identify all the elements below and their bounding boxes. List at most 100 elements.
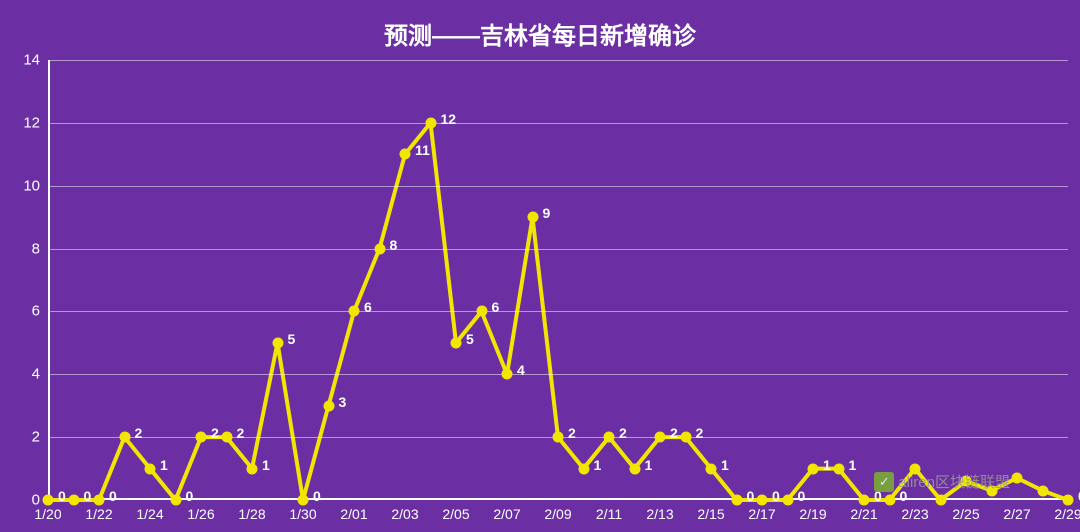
data-point-label: 2 [211, 425, 219, 441]
data-point [323, 400, 334, 411]
watermark: ✓ aliren区块链联盟 [874, 471, 1010, 492]
data-point [757, 495, 768, 506]
data-point [425, 117, 436, 128]
data-point-label: 3 [339, 394, 347, 410]
data-point [731, 495, 742, 506]
x-tick-label: 2/07 [493, 500, 520, 522]
data-point-label: 0 [772, 488, 780, 504]
data-point [349, 306, 360, 317]
x-tick-label: 2/03 [391, 500, 418, 522]
data-point [833, 463, 844, 474]
y-tick-label: 14 [23, 52, 48, 69]
data-point-label: 6 [492, 299, 500, 315]
gridline [48, 123, 1068, 124]
data-point-label: 2 [135, 425, 143, 441]
data-point [400, 149, 411, 160]
x-tick-label: 2/13 [646, 500, 673, 522]
data-point [655, 432, 666, 443]
data-point-label: 1 [262, 457, 270, 473]
gridline [48, 311, 1068, 312]
x-tick-label: 2/09 [544, 500, 571, 522]
data-point [170, 495, 181, 506]
data-point-label: 5 [288, 331, 296, 347]
data-point-label: 2 [568, 425, 576, 441]
data-point [884, 495, 895, 506]
gridline [48, 374, 1068, 375]
data-point [94, 495, 105, 506]
watermark-text: aliren区块链联盟 [898, 471, 1010, 492]
data-point [272, 337, 283, 348]
data-point [196, 432, 207, 443]
data-point [145, 463, 156, 474]
gridline [48, 249, 1068, 250]
data-point [935, 495, 946, 506]
data-point [374, 243, 385, 254]
x-tick-label: 1/24 [136, 500, 163, 522]
chart-title: 预测——吉林省每日新增确诊 [0, 16, 1080, 51]
data-point-label: 8 [390, 237, 398, 253]
data-point-label: 5 [466, 331, 474, 347]
data-point-label: 1 [721, 457, 729, 473]
y-tick-label: 4 [32, 366, 48, 383]
data-point [578, 463, 589, 474]
data-point [476, 306, 487, 317]
data-point [629, 463, 640, 474]
data-point-label: 0 [84, 488, 92, 504]
data-point [680, 432, 691, 443]
x-tick-label: 2/01 [340, 500, 367, 522]
wechat-icon: ✓ [874, 472, 894, 492]
data-point-label: 6 [364, 299, 372, 315]
data-point-label: 0 [798, 488, 806, 504]
data-point [1012, 473, 1023, 484]
data-point [43, 495, 54, 506]
data-point-label: 12 [441, 111, 457, 127]
data-point [502, 369, 513, 380]
data-point-label: 2 [670, 425, 678, 441]
x-tick-label: 2/15 [697, 500, 724, 522]
data-point [706, 463, 717, 474]
data-point-label: 9 [543, 205, 551, 221]
data-point-label: 4 [517, 362, 525, 378]
data-point [604, 432, 615, 443]
plot-area: 024681012141/201/221/241/261/281/302/012… [48, 60, 1068, 500]
data-point [782, 495, 793, 506]
y-tick-label: 12 [23, 114, 48, 131]
y-tick-label: 6 [32, 303, 48, 320]
gridline [48, 60, 1068, 61]
data-point [553, 432, 564, 443]
data-point-label: 1 [823, 457, 831, 473]
x-tick-label: 2/25 [952, 500, 979, 522]
data-point-label: 0 [58, 488, 66, 504]
data-point [451, 337, 462, 348]
data-point [1063, 495, 1074, 506]
x-tick-label: 2/11 [596, 500, 622, 522]
data-point [527, 212, 538, 223]
data-point [859, 495, 870, 506]
y-tick-label: 2 [32, 429, 48, 446]
data-point-label: 0 [186, 488, 194, 504]
x-tick-label: 2/27 [1003, 500, 1030, 522]
data-point [808, 463, 819, 474]
data-point-label: 1 [645, 457, 653, 473]
data-point-label: 1 [849, 457, 857, 473]
data-point-label: 1 [594, 457, 602, 473]
gridline [48, 186, 1068, 187]
data-point-label: 2 [619, 425, 627, 441]
x-tick-label: 2/05 [442, 500, 469, 522]
data-point [68, 495, 79, 506]
data-point-label: 0 [313, 488, 321, 504]
data-point-label: 11 [415, 142, 430, 158]
data-point-label: 0 [109, 488, 117, 504]
data-point-label: 1 [160, 457, 168, 473]
y-tick-label: 8 [32, 240, 48, 257]
y-tick-label: 10 [23, 177, 48, 194]
data-point [221, 432, 232, 443]
data-point [298, 495, 309, 506]
data-point [119, 432, 130, 443]
data-point-label: 2 [237, 425, 245, 441]
data-point-label: 0 [747, 488, 755, 504]
data-point [1037, 485, 1048, 496]
data-point-label: 2 [696, 425, 704, 441]
data-point [247, 463, 258, 474]
chart-container: 预测——吉林省每日新增确诊 024681012141/201/221/241/2… [0, 0, 1080, 532]
